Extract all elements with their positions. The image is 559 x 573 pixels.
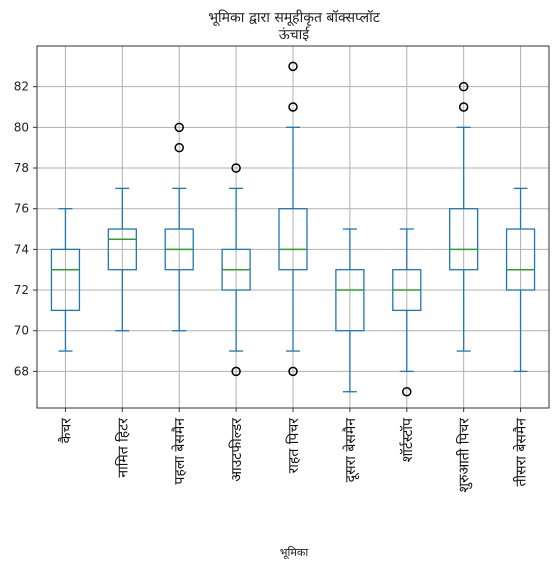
x-tick-label: शुरुआती पिचर xyxy=(456,418,473,493)
x-tick-label: नामित हिटर xyxy=(114,418,131,478)
outlier-point xyxy=(174,142,184,153)
outlier-point xyxy=(288,366,298,377)
box-group xyxy=(335,228,365,393)
x-tick-label: राहत पिचर xyxy=(285,418,302,474)
box xyxy=(50,248,81,312)
box-group xyxy=(221,163,251,377)
outlier-point xyxy=(231,366,241,377)
box-group xyxy=(50,208,81,352)
chart-subtitle: ऊंचाई xyxy=(279,26,311,43)
x-axis: कैचर नामित हिटर पहला बेसमैन आउटफील्डर राहत प… xyxy=(57,408,530,493)
grid-lines xyxy=(37,46,549,408)
box xyxy=(278,208,308,271)
y-tick-label: 82 xyxy=(14,80,29,94)
box xyxy=(335,269,365,332)
x-tick-label: आउटफील्डर xyxy=(228,418,245,482)
x-axis-label: भूमिका xyxy=(280,546,309,560)
box-group xyxy=(392,228,422,397)
outlier-point xyxy=(174,122,184,133)
outlier-point xyxy=(402,386,412,397)
chart-title: भूमिका द्वारा समूहीकृत बॉक्सप्लॉट xyxy=(208,9,381,26)
box xyxy=(505,228,536,291)
x-tick-label: कैचर xyxy=(57,418,74,444)
y-axis: 68 70 72 74 76 78 80 82 xyxy=(14,80,37,378)
y-tick-label: 76 xyxy=(14,202,29,216)
box-group xyxy=(164,122,194,332)
y-tick-label: 80 xyxy=(14,120,29,134)
outlier-point xyxy=(458,102,469,112)
x-tick-label: तीसरा बेसमैन xyxy=(513,418,530,487)
box xyxy=(107,228,137,271)
box-group xyxy=(278,61,308,377)
y-tick-label: 78 xyxy=(14,161,29,175)
y-tick-label: 68 xyxy=(14,364,29,378)
y-tick-label: 74 xyxy=(14,242,29,256)
x-tick-label: पहला बेसमैन xyxy=(171,418,188,485)
box-group xyxy=(449,81,479,352)
box-group xyxy=(107,187,137,332)
box xyxy=(449,208,479,271)
outlier-point xyxy=(231,163,241,173)
y-tick-label: 70 xyxy=(14,324,29,338)
x-tick-label: दूसरा बेसमैन xyxy=(342,418,360,483)
outlier-point xyxy=(288,61,298,72)
x-tick-label: शॉर्टस्टॉप xyxy=(399,417,416,462)
outlier-point xyxy=(458,81,469,92)
outlier-point xyxy=(288,102,298,112)
box-series xyxy=(50,61,536,397)
box-group xyxy=(505,187,536,373)
y-tick-label: 72 xyxy=(14,283,29,297)
